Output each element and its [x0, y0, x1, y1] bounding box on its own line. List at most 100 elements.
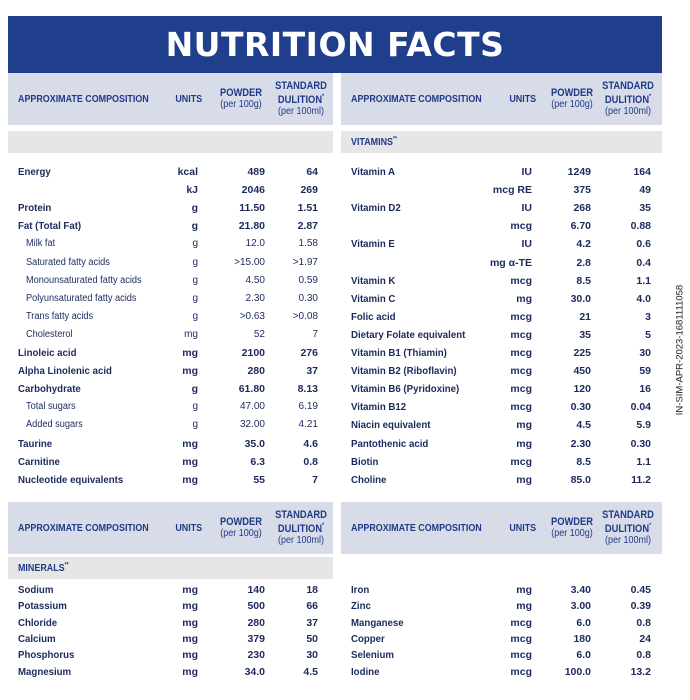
table-row: Pantothenic acid mg 2.30 0.30 [341, 435, 662, 453]
standard-value: 13.2 [630, 665, 651, 678]
header-powder-sub: (per 100g) [220, 528, 262, 539]
header-powder-label: POWDER [550, 516, 594, 528]
nutrient-name: Zinc [351, 600, 371, 613]
powder-value: 47.00 [239, 401, 265, 413]
header-standard-sub: (per 100ml) [604, 105, 652, 117]
vitamins-mark: ** [392, 136, 397, 143]
section-bar-minerals: MINERALS** [8, 557, 333, 579]
table-row: Cholesterol mg 52 7 [8, 326, 333, 344]
powder-value: 35 [579, 328, 591, 341]
table-header-right-top: APPROXIMATE COMPOSITION UNITS POWDER (pe… [341, 73, 662, 125]
standard-value: 4.21 [298, 419, 318, 431]
powder-value: 6.0 [576, 649, 591, 662]
nutrient-unit: mg [182, 473, 198, 486]
nutrient-name: Manganese [351, 616, 404, 629]
nutrient-unit: g [192, 238, 198, 250]
nutrient-unit: g [192, 274, 198, 286]
header-powder: POWDER (per 100g) [216, 516, 266, 540]
powder-value: 32.00 [239, 419, 265, 431]
nutrient-name: Added sugars [26, 419, 83, 431]
nutrient-unit: g [192, 401, 198, 413]
table-row: Folic acid mcg 21 3 [341, 308, 662, 326]
nutrient-unit: mg [182, 455, 198, 468]
table-row: Magnesium mg 34.0 4.5 [8, 663, 333, 681]
nutrient-unit: IU [521, 238, 533, 251]
table-row: Carnitine mg 6.3 0.8 [8, 453, 333, 471]
powder-value: 100.0 [564, 665, 591, 678]
nutrient-unit: mg [516, 419, 532, 432]
nutrient-name: Nucleotide equivalents [18, 473, 124, 486]
nutrient-name: Pantothenic acid [351, 437, 429, 450]
standard-value: 0.8 [636, 649, 651, 662]
table-row: Iron mg 3.40 0.45 [341, 581, 662, 599]
standard-value: 0.04 [630, 401, 651, 414]
table-row: Protein g 11.50 1.51 [8, 199, 333, 217]
nutrient-name: Total sugars [26, 401, 76, 413]
nutrient-unit: g [192, 292, 198, 304]
standard-value: 50 [306, 632, 318, 645]
header-composition: APPROXIMATE COMPOSITION [18, 522, 149, 534]
nutrient-unit: mg [182, 665, 198, 678]
nutrient-name: Calcium [18, 632, 56, 645]
header-units: UNITS [509, 93, 537, 105]
header-powder: POWDER (per 100g) [547, 88, 597, 111]
header-standard: STANDARD DULITION* (per 100ml) [270, 81, 332, 117]
standard-value: 1.51 [297, 202, 318, 215]
table-row: Vitamin B1 (Thiamin) mcg 225 30 [341, 344, 662, 362]
table-row: Zinc mg 3.00 0.39 [341, 597, 662, 615]
nutrient-name: Vitamin C [351, 292, 396, 305]
header-units: UNITS [175, 93, 203, 105]
header-standard-sub: (per 100ml) [604, 534, 652, 546]
standard-value: >1.97 [292, 256, 318, 268]
standard-value: 0.39 [630, 600, 651, 613]
standard-value: 1.58 [298, 238, 318, 250]
nutrient-unit: mcg [510, 220, 532, 233]
nutrient-name: Dietary Folate equivalent [351, 328, 466, 341]
table-row: kJ 2046 269 [8, 181, 333, 199]
header-composition: APPROXIMATE COMPOSITION [351, 93, 482, 105]
header-powder-label: POWDER [219, 516, 263, 528]
nutrient-name: Iron [351, 584, 370, 596]
standard-value: 11.2 [631, 473, 651, 486]
table-row: Selenium mcg 6.0 0.8 [341, 646, 662, 664]
nutrient-unit: mcg [510, 649, 532, 662]
standard-value: 3 [645, 310, 651, 323]
powder-value: 21.80 [238, 220, 265, 233]
nutrient-unit: mg [516, 437, 532, 450]
nutrient-unit: mg [184, 328, 198, 340]
powder-value: 8.5 [576, 274, 591, 287]
table-row: Taurine mg 35.0 4.6 [8, 435, 333, 453]
standard-value: 0.88 [630, 220, 651, 233]
nutrient-name: Folic acid [351, 310, 396, 323]
nutrient-name: Vitamin A [351, 166, 396, 178]
nutrient-unit: mcg [510, 383, 532, 396]
nutrient-unit: mcg [510, 365, 532, 378]
table-row: Potassium mg 500 66 [8, 597, 333, 615]
table-row: Trans fatty acids g >0.63 >0.08 [8, 308, 333, 326]
table-row: Saturated fatty acids g >15.00 >1.97 [8, 254, 333, 272]
nutrient-name: Magnesium [18, 665, 72, 678]
nutrient-unit: kcal [177, 166, 198, 178]
header-units: UNITS [175, 522, 203, 534]
header-powder: POWDER (per 100g) [547, 516, 597, 540]
header-powder-sub: (per 100g) [551, 528, 593, 539]
nutrient-name: Vitamin D2 [351, 202, 401, 215]
nutrient-unit: IU [521, 166, 533, 178]
powder-value: 2100 [241, 347, 265, 359]
table-row: Vitamin A IU 1249 164 [341, 163, 662, 181]
nutrient-name: Niacin equivalent [351, 419, 431, 432]
nutrient-name: Energy [18, 166, 51, 178]
nutrient-unit: mg [182, 584, 198, 596]
table-row: Vitamin K mcg 8.5 1.1 [341, 272, 662, 290]
table-row: Vitamin E IU 4.2 0.6 [341, 235, 662, 253]
nutrient-name: Copper [351, 632, 385, 645]
standard-value: 64 [306, 166, 318, 178]
table-header-right-bottom: APPROXIMATE COMPOSITION UNITS POWDER (pe… [341, 502, 662, 554]
powder-value: 1249 [567, 166, 591, 178]
table-row: Calcium mg 379 50 [8, 630, 333, 648]
powder-value: 6.3 [250, 455, 265, 468]
powder-value: 180 [573, 632, 591, 645]
standard-value: 18 [306, 584, 318, 596]
standard-value: 164 [633, 166, 651, 178]
powder-value: >15.00 [234, 256, 265, 268]
